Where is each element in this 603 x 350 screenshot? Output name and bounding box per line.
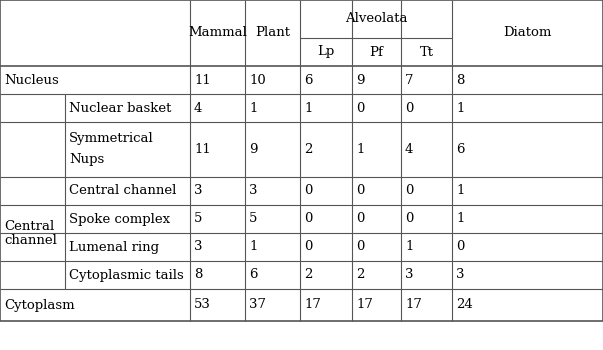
- Text: Diatom: Diatom: [504, 27, 552, 40]
- Text: Cytoplasm: Cytoplasm: [4, 299, 75, 312]
- Text: 37: 37: [249, 299, 266, 312]
- Text: 1: 1: [456, 212, 464, 225]
- Text: 0: 0: [405, 102, 414, 114]
- Text: 3: 3: [194, 240, 203, 253]
- Text: Pf: Pf: [370, 46, 384, 58]
- Text: 6: 6: [249, 268, 257, 281]
- Text: 5: 5: [249, 212, 257, 225]
- Text: 6: 6: [456, 143, 464, 156]
- Text: 0: 0: [304, 184, 312, 197]
- Text: 2: 2: [304, 268, 312, 281]
- Text: Nucleus: Nucleus: [4, 74, 58, 86]
- Text: 1: 1: [356, 143, 364, 156]
- Text: 8: 8: [456, 74, 464, 86]
- Text: 9: 9: [356, 74, 364, 86]
- Text: 1: 1: [405, 240, 414, 253]
- Text: 3: 3: [194, 184, 203, 197]
- Text: 5: 5: [194, 212, 203, 225]
- Text: 10: 10: [249, 74, 266, 86]
- Text: 0: 0: [304, 240, 312, 253]
- Text: 0: 0: [356, 240, 364, 253]
- Text: 6: 6: [304, 74, 312, 86]
- Text: 0: 0: [456, 240, 464, 253]
- Text: 1: 1: [456, 184, 464, 197]
- Text: Lumenal ring: Lumenal ring: [69, 240, 159, 253]
- Text: 53: 53: [194, 299, 211, 312]
- Text: 8: 8: [194, 268, 203, 281]
- Text: 11: 11: [194, 143, 211, 156]
- Text: 3: 3: [405, 268, 414, 281]
- Text: 0: 0: [356, 184, 364, 197]
- Text: 3: 3: [249, 184, 257, 197]
- Text: 17: 17: [405, 299, 422, 312]
- Text: 11: 11: [194, 74, 211, 86]
- Text: 0: 0: [304, 212, 312, 225]
- Text: Tt: Tt: [420, 46, 434, 58]
- Text: 0: 0: [405, 184, 414, 197]
- Text: 1: 1: [249, 102, 257, 114]
- Text: 17: 17: [304, 299, 321, 312]
- Text: Alveolata: Alveolata: [345, 13, 407, 26]
- Text: 7: 7: [405, 74, 414, 86]
- Text: 1: 1: [456, 102, 464, 114]
- Text: Cytoplasmic tails: Cytoplasmic tails: [69, 268, 184, 281]
- Text: 1: 1: [249, 240, 257, 253]
- Text: channel: channel: [4, 233, 57, 246]
- Text: 0: 0: [405, 212, 414, 225]
- Text: Nuclear basket: Nuclear basket: [69, 102, 171, 114]
- Text: Spoke complex: Spoke complex: [69, 212, 170, 225]
- Text: 2: 2: [356, 268, 364, 281]
- Text: Central: Central: [4, 219, 54, 232]
- Text: 0: 0: [356, 212, 364, 225]
- Text: 4: 4: [194, 102, 203, 114]
- Text: 24: 24: [456, 299, 473, 312]
- Text: Plant: Plant: [255, 27, 290, 40]
- Text: 0: 0: [356, 102, 364, 114]
- Text: 2: 2: [304, 143, 312, 156]
- Text: 1: 1: [304, 102, 312, 114]
- Text: Lp: Lp: [317, 46, 335, 58]
- Text: 9: 9: [249, 143, 257, 156]
- Text: Symmetrical: Symmetrical: [69, 132, 154, 145]
- Text: Mammal: Mammal: [188, 27, 247, 40]
- Text: 3: 3: [456, 268, 464, 281]
- Text: 4: 4: [405, 143, 414, 156]
- Text: Nups: Nups: [69, 153, 104, 166]
- Text: 17: 17: [356, 299, 373, 312]
- Text: Central channel: Central channel: [69, 184, 176, 197]
